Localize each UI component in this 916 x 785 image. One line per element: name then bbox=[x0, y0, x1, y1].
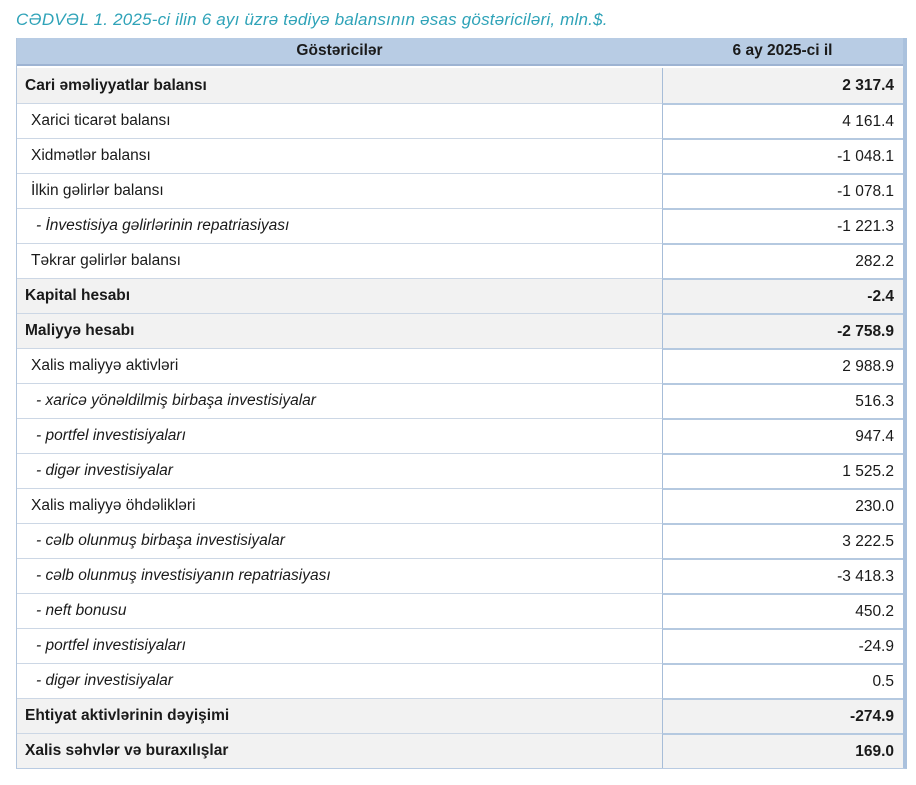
row-value: -2.4 bbox=[662, 278, 903, 313]
row-value: 2 317.4 bbox=[662, 68, 903, 103]
table-row: Kapital hesabı -2.4 bbox=[17, 278, 903, 313]
row-value: -2 758.9 bbox=[662, 313, 903, 348]
row-label: Təkrar gəlirlər balansı bbox=[17, 243, 662, 278]
row-label: - portfel investisiyaları bbox=[17, 628, 662, 663]
row-label: - cəlb olunmuş birbaşa investisiyalar bbox=[17, 523, 662, 558]
table-row: - digər investisiyalar 1 525.2 bbox=[17, 453, 903, 488]
row-value: -3 418.3 bbox=[662, 558, 903, 593]
row-value: 450.2 bbox=[662, 593, 903, 628]
table-row: Cari əməliyyatlar balansı 2 317.4 bbox=[17, 68, 903, 103]
column-header-period: 6 ay 2025-ci il bbox=[732, 42, 833, 59]
row-label: Xarici ticarət balansı bbox=[17, 103, 662, 138]
balance-of-payments-table: Göstəricilər 6 ay 2025-ci il Cari əməliy… bbox=[16, 38, 907, 769]
row-value: 282.2 bbox=[662, 243, 903, 278]
table-row: - cəlb olunmuş birbaşa investisiyalar 3 2… bbox=[17, 523, 903, 558]
row-value: -24.9 bbox=[662, 628, 903, 663]
row-label: Ehtiyat aktivlərinin dəyişimi bbox=[17, 698, 662, 733]
table-row: - digər investisiyalar 0.5 bbox=[17, 663, 903, 698]
row-label: Maliyyə hesabı bbox=[17, 313, 662, 348]
row-label: - cəlb olunmuş investisiyanın repatriasi… bbox=[17, 558, 662, 593]
document-page: CƏDVƏL 1. 2025-ci ilin 6 ayı üzrə tədiyə… bbox=[16, 10, 907, 769]
row-label: - neft bonusu bbox=[17, 593, 662, 628]
row-value: -1 048.1 bbox=[662, 138, 903, 173]
row-value: -274.9 bbox=[662, 698, 903, 733]
column-header-indicators: Göstəricilər bbox=[296, 42, 383, 59]
row-label: Xidmətlər balansı bbox=[17, 138, 662, 173]
row-value: 1 525.2 bbox=[662, 453, 903, 488]
row-value: 4 161.4 bbox=[662, 103, 903, 138]
table-row: Ehtiyat aktivlərinin dəyişimi -274.9 bbox=[17, 698, 903, 733]
row-value: 516.3 bbox=[662, 383, 903, 418]
row-value: 3 222.5 bbox=[662, 523, 903, 558]
table-row: Xalis maliyyə öhdəlikləri 230.0 bbox=[17, 488, 903, 523]
row-value: -1 221.3 bbox=[662, 208, 903, 243]
table-header-row: Göstəricilər 6 ay 2025-ci il bbox=[17, 38, 903, 66]
row-label: - digər investisiyalar bbox=[17, 663, 662, 698]
row-value: 947.4 bbox=[662, 418, 903, 453]
row-label: Cari əməliyyatlar balansı bbox=[17, 68, 662, 103]
table-row: Xalis maliyyə aktivləri 2 988.9 bbox=[17, 348, 903, 383]
row-value: 0.5 bbox=[662, 663, 903, 698]
row-label: İlkin gəlirlər balansı bbox=[17, 173, 662, 208]
row-label: - xaricə yönəldilmiş birbaşa investisiya… bbox=[17, 383, 662, 418]
table-row: Təkrar gəlirlər balansı 282.2 bbox=[17, 243, 903, 278]
row-label: Kapital hesabı bbox=[17, 278, 662, 313]
row-label: Xalis maliyyə öhdəlikləri bbox=[17, 488, 662, 523]
row-label: - İnvestisiya gəlirlərinin repatriasiyas… bbox=[17, 208, 662, 243]
table-row: Xarici ticarət balansı 4 161.4 bbox=[17, 103, 903, 138]
row-value: 230.0 bbox=[662, 488, 903, 523]
row-label: Xalis maliyyə aktivləri bbox=[17, 348, 662, 383]
table-row: - neft bonusu 450.2 bbox=[17, 593, 903, 628]
table-row: - xaricə yönəldilmiş birbaşa investisiya… bbox=[17, 383, 903, 418]
row-label: - portfel investisiyaları bbox=[17, 418, 662, 453]
table-row: - İnvestisiya gəlirlərinin repatriasiyas… bbox=[17, 208, 903, 243]
table-row: Xalis səhvlər və buraxılışlar 169.0 bbox=[17, 733, 903, 768]
table-body: Cari əməliyyatlar balansı 2 317.4 Xarici t… bbox=[17, 68, 903, 768]
row-value: 169.0 bbox=[662, 733, 903, 768]
table-row: Xidmətlər balansı -1 048.1 bbox=[17, 138, 903, 173]
table-row: İlkin gəlirlər balansı -1 078.1 bbox=[17, 173, 903, 208]
row-label: - digər investisiyalar bbox=[17, 453, 662, 488]
row-value: -1 078.1 bbox=[662, 173, 903, 208]
table-row: - portfel investisiyaları 947.4 bbox=[17, 418, 903, 453]
table-caption: CƏDVƏL 1. 2025-ci ilin 6 ayı üzrə tədiyə… bbox=[16, 10, 608, 29]
table-row: - portfel investisiyaları -24.9 bbox=[17, 628, 903, 663]
table-row: Maliyyə hesabı -2 758.9 bbox=[17, 313, 903, 348]
row-label: Xalis səhvlər və buraxılışlar bbox=[17, 733, 662, 768]
row-value: 2 988.9 bbox=[662, 348, 903, 383]
table-row: - cəlb olunmuş investisiyanın repatriasi… bbox=[17, 558, 903, 593]
